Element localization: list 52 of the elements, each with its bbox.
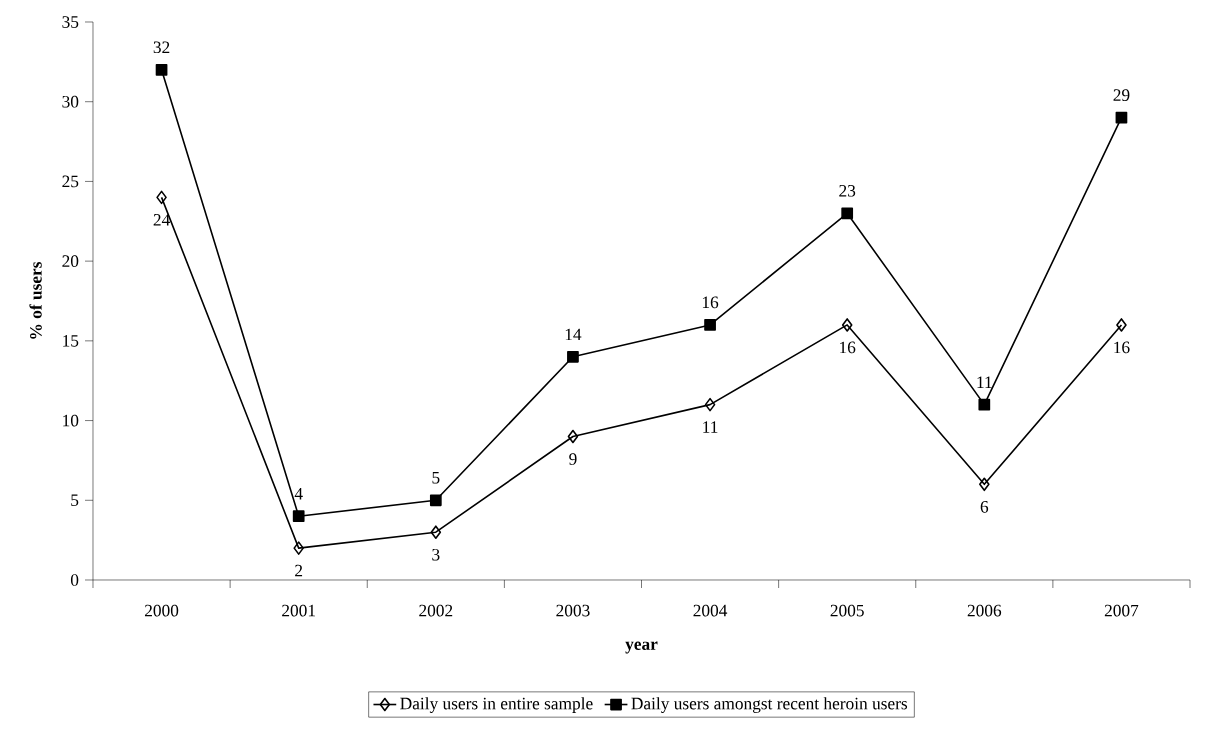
point xyxy=(293,541,304,555)
x-tick-label: 2003 xyxy=(556,604,590,617)
data-label: 32 xyxy=(153,41,170,54)
y-tick-label: 10 xyxy=(63,414,79,427)
point xyxy=(567,429,579,444)
data-label: 24 xyxy=(153,214,170,226)
data-label: 2 xyxy=(295,564,303,577)
point xyxy=(1115,111,1128,124)
data-label: 6 xyxy=(980,501,989,513)
data-label: 23 xyxy=(839,184,856,197)
data-label: 3 xyxy=(432,548,440,561)
x-tick-label: 2000 xyxy=(144,604,179,617)
data-label: 16 xyxy=(840,341,856,354)
point xyxy=(156,190,167,205)
point xyxy=(979,477,990,492)
x-tick-label: 2002 xyxy=(419,604,453,617)
point xyxy=(292,510,305,523)
x-tick-label: 2004 xyxy=(693,604,728,617)
y-tick-label: 0 xyxy=(70,574,79,586)
data-label: 29 xyxy=(1113,89,1130,101)
point xyxy=(567,350,579,363)
point xyxy=(429,494,442,507)
x-tick-label: 2001 xyxy=(282,604,315,617)
point xyxy=(704,397,716,412)
point xyxy=(1116,318,1127,332)
x-tick-label: 2007 xyxy=(1104,604,1139,617)
y-tick-label: 30 xyxy=(62,95,79,108)
y-tick-label: 35 xyxy=(62,16,79,28)
y-tick-label: 5 xyxy=(71,494,79,507)
x-axis-title: year xyxy=(625,641,658,654)
y-tick-label: 20 xyxy=(62,255,79,267)
data-label: 14 xyxy=(565,328,582,341)
y-axis-title: % of users xyxy=(29,261,42,339)
y-tick-label: 25 xyxy=(62,175,79,188)
point xyxy=(841,207,854,220)
data-label: 4 xyxy=(294,488,303,500)
data-label: 11 xyxy=(703,421,718,433)
point xyxy=(155,63,168,76)
point xyxy=(841,318,853,332)
x-tick-label: 2005 xyxy=(830,604,864,617)
data-label: 16 xyxy=(702,296,719,309)
data-label: 11 xyxy=(977,376,992,388)
x-tick-label: 2006 xyxy=(967,604,1002,617)
y-tick-label: 15 xyxy=(63,335,79,347)
data-label: 9 xyxy=(569,453,577,465)
legend-label: Daily users in entire sample xyxy=(400,697,593,713)
data-label: 16 xyxy=(1114,341,1130,354)
point xyxy=(978,398,991,411)
point xyxy=(704,319,716,331)
point xyxy=(430,525,442,539)
legend-label: Daily users amongst recent heroin users xyxy=(631,697,908,713)
data-label: 5 xyxy=(432,472,440,484)
